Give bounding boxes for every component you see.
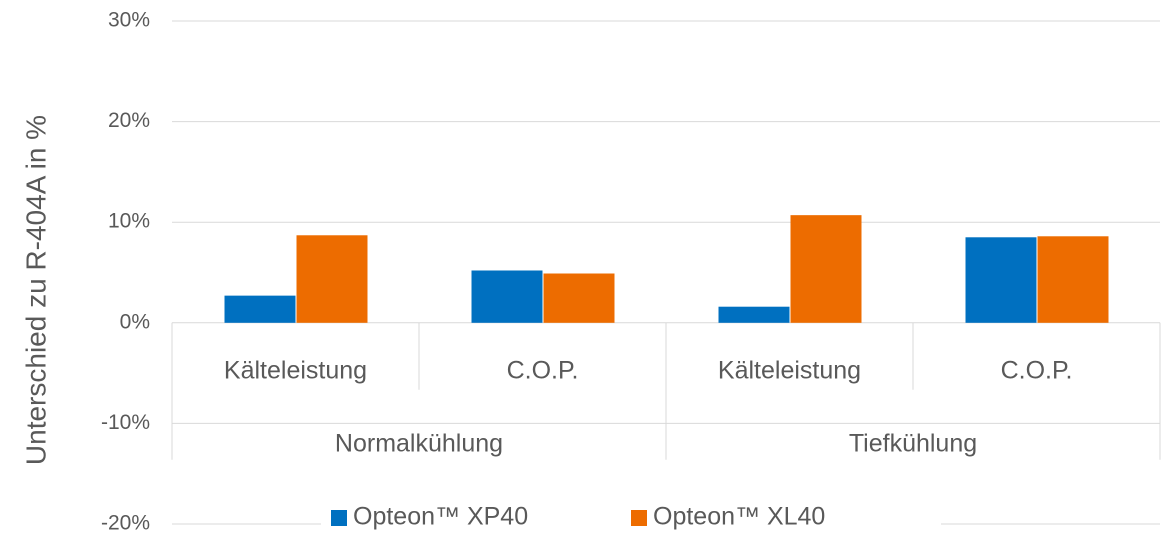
group-label: Normalkühlung — [335, 429, 503, 457]
y-tick-label: -10% — [101, 411, 150, 434]
x-tick-label: Kälteleistung — [224, 356, 367, 384]
legend-swatch — [331, 510, 347, 526]
x-tick-label: Kälteleistung — [718, 356, 861, 384]
y-tick-label: 20% — [108, 109, 150, 132]
legend-swatch — [631, 510, 647, 526]
y-tick-label: 10% — [108, 210, 150, 233]
bar — [965, 237, 1037, 323]
x-tick-label: C.O.P. — [1001, 356, 1073, 384]
y-tick-label: 30% — [108, 9, 150, 32]
bar — [224, 295, 296, 323]
bar — [543, 273, 615, 323]
y-axis-label: Unterschied zu R-404A in % — [20, 115, 51, 465]
y-tick-label: -20% — [101, 512, 150, 534]
bar — [790, 215, 862, 323]
bar — [471, 270, 543, 323]
group-label: Tiefkühlung — [849, 429, 977, 457]
y-tick-label: 0% — [120, 310, 150, 333]
bar — [296, 235, 368, 323]
legend-label: Opteon™ XP40 — [353, 503, 528, 531]
bar — [718, 306, 790, 323]
bar — [1037, 236, 1109, 323]
legend-label: Opteon™ XL40 — [653, 503, 825, 531]
x-tick-label: C.O.P. — [507, 356, 579, 384]
